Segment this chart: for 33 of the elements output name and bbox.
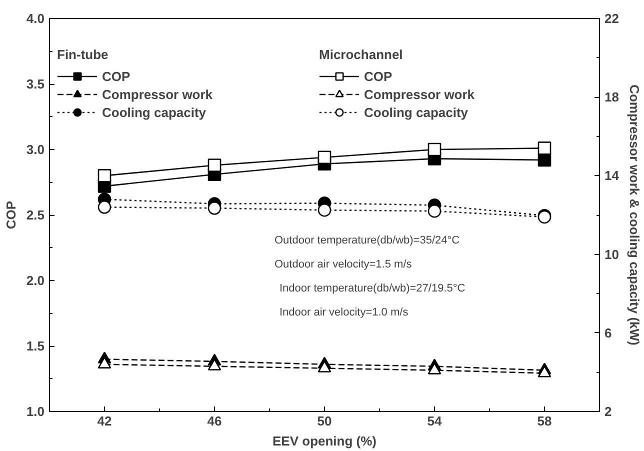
y-tick-label: 1.5 [26,338,45,354]
y2-tick-label: 2 [604,404,612,419]
annotation: Outdoor air velocity=1.5 m/s [274,258,412,270]
legend-label: COP [102,68,130,85]
legend-label: COP [364,68,392,85]
x-tick-label: 46 [207,414,222,428]
x-tick-label: 58 [537,414,552,428]
y-tick-label: 3.0 [26,142,45,157]
legend-label: Cooling capacity [364,104,468,121]
x-axis-title: EEV opening (%) [272,434,376,448]
y2-tick-label: 10 [604,246,619,262]
x-tick-label: 50 [317,414,332,428]
y2-tick-label: 6 [604,325,612,340]
y-tick-label: 1.0 [26,404,45,419]
annotation: Outdoor temperature(db/wb)=35/24°C [274,234,460,246]
annotation: Indoor temperature(db/wb)=27/19.5°C [280,282,466,294]
x-tick-label: 42 [97,414,112,428]
y-tick-label: 2.5 [26,208,45,222]
y2-axis-title: Compressor work & cooling capacity (kW) [626,84,642,346]
y-tick-label: 2.0 [26,273,45,288]
annotation: Microchannel [319,47,404,62]
y2-tick-label: 18 [604,90,619,105]
legend-label: Compressor work [364,86,475,103]
y2-tick-label: 14 [604,168,620,184]
y2-tick-label: 22 [604,11,619,26]
y-axis-title: COP [3,200,18,230]
y-tick-label: 4.0 [26,11,45,26]
annotation: Indoor air velocity=1.0 m/s [280,306,409,318]
legend-label: Compressor work [102,86,213,103]
legend-label: Cooling capacity [102,104,206,121]
y-tick-label: 3.5 [26,76,45,92]
annotation: Fin-tube [57,47,110,62]
x-tick-label: 54 [427,414,442,428]
